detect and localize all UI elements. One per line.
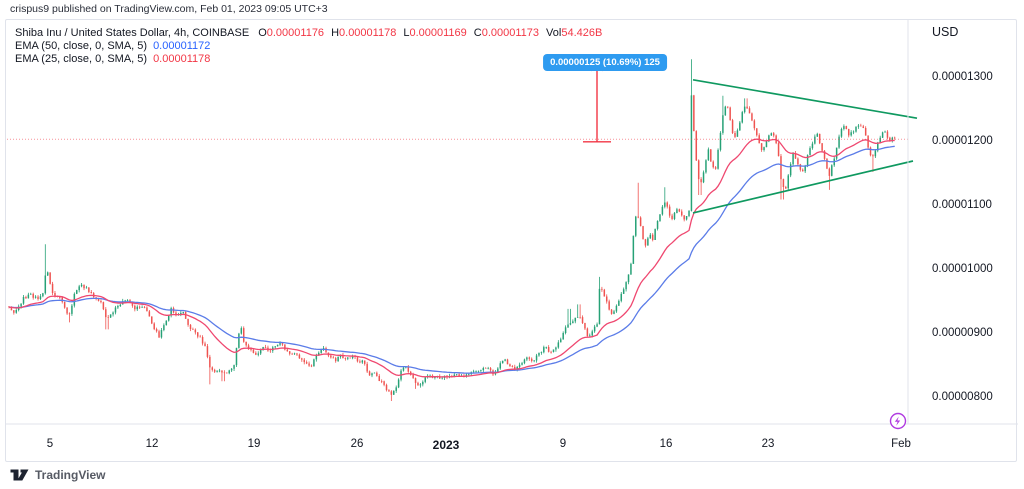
symbol-row[interactable]: Shiba Inu / United States Dollar, 4h, CO… [15,27,602,40]
price-tick-label: 0.00001300 [932,71,993,83]
open-label: O [258,27,267,39]
low-value: 0.00001169 [409,27,467,39]
price-chart-canvas[interactable] [6,20,1018,463]
close-label: C [473,27,482,39]
attribution-text: crispus9 published on TradingView.com, F… [10,3,328,15]
ema25-value: 0.00001178 [153,53,211,65]
time-tick-label: Feb [891,438,911,450]
chart-widget: Shiba Inu / United States Dollar, 4h, CO… [5,19,1018,463]
tradingview-logo-text: TradingView [35,468,106,482]
high-value: 0.00001178 [339,27,397,39]
candle-wicks-up [15,59,893,395]
time-tick-label: 19 [247,438,261,450]
ema25-line [8,138,895,378]
time-tick-label: 23 [761,438,775,450]
volume-label: Vol [546,27,562,39]
volume-value: 54.426B [561,27,603,39]
time-tick-label: 2023 [432,438,460,452]
time-tick-label: 26 [350,438,364,450]
tradingview-logo-icon [10,469,29,481]
price-axis-currency: USD [932,25,959,39]
measure-tool-badge[interactable]: 0.00000125 (10.69%) 125 [543,54,667,71]
price-tick-label: 0.00001000 [932,263,993,275]
tradingview-attribution[interactable]: TradingView [10,468,105,482]
open-value: 0.00001176 [266,27,325,39]
events-lightning-icon[interactable] [889,412,907,430]
price-tick-label: 0.00001200 [932,135,993,147]
ema50-line [8,145,895,374]
time-tick-label: 9 [559,438,567,450]
ema50-label: EMA (50, close, 0, SMA, 5) [15,40,148,52]
trendline-upper[interactable] [692,78,918,120]
low-label: L [403,27,410,39]
time-tick-label: 16 [659,438,673,450]
ema50-value: 0.00001172 [153,40,211,52]
ema50-row[interactable]: EMA (50, close, 0, SMA, 5) 0.00001172 [15,40,602,53]
price-tick-label: 0.00000800 [932,391,993,403]
price-tick-label: 0.00001100 [932,199,992,211]
ema25-label: EMA (25, close, 0, SMA, 5) [15,53,148,65]
high-label: H [331,27,340,39]
ema25-row[interactable]: EMA (25, close, 0, SMA, 5) 0.00001178 [15,53,602,66]
symbol-title: Shiba Inu / United States Dollar, 4h, CO… [15,27,250,39]
trendline-lower[interactable] [692,160,914,214]
close-value: 0.00001173 [481,27,540,39]
price-tick-label: 0.00000900 [932,327,993,339]
measure-tool-arrow[interactable] [583,61,611,143]
chart-legend: Shiba Inu / United States Dollar, 4h, CO… [15,27,602,66]
time-tick-label: 12 [145,438,159,450]
time-tick-label: 5 [46,438,54,450]
